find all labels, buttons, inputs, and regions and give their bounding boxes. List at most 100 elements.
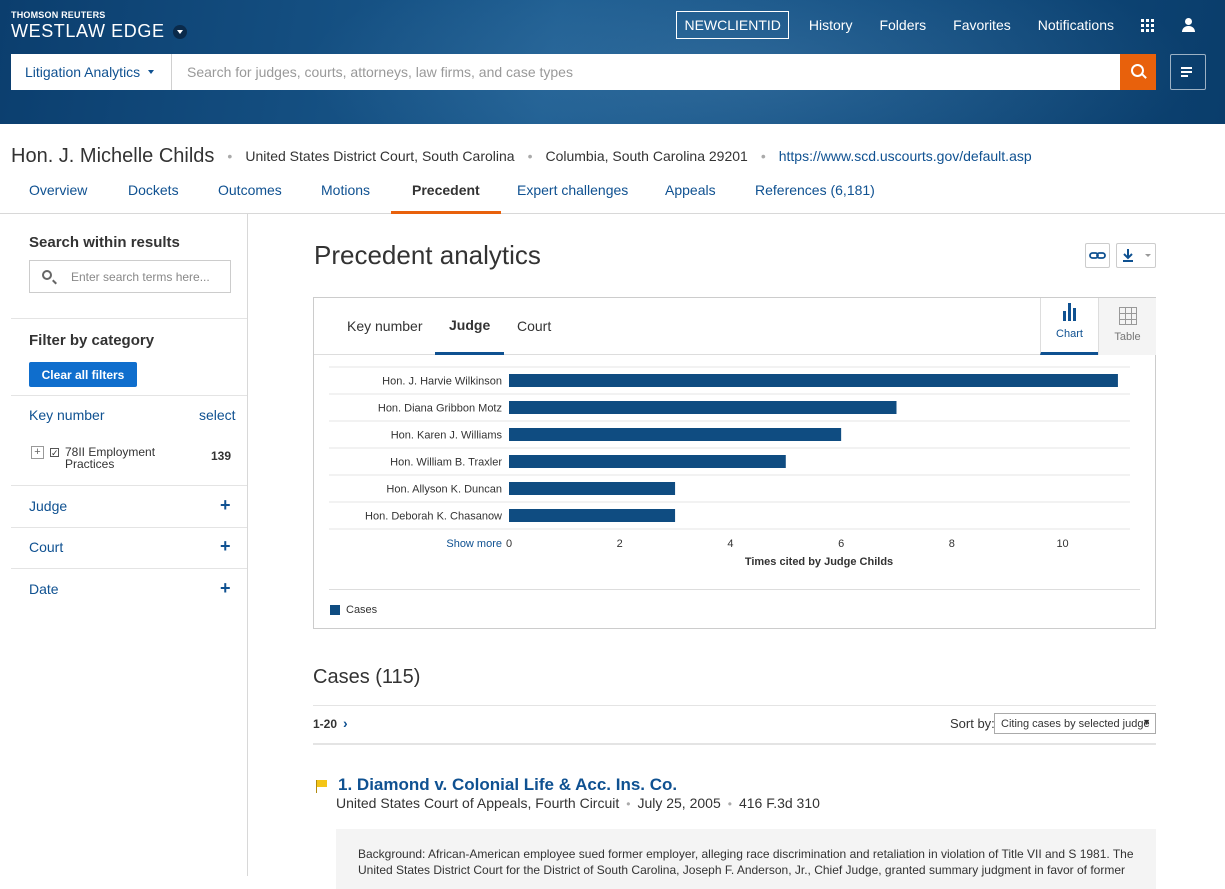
case-court: United States Court of Appeals, Fourth C… <box>336 795 620 811</box>
clear-all-filters-button[interactable]: Clear all filters <box>29 362 137 387</box>
x-tick-label: 6 <box>838 538 844 550</box>
bar-label: Hon. William B. Traxler <box>390 457 502 469</box>
case-title-link[interactable]: Diamond v. Colonial Life & Acc. Ins. Co. <box>356 775 678 794</box>
case-title[interactable]: 1. Diamond v. Colonial Life & Acc. Ins. … <box>338 775 677 795</box>
tab-motions[interactable]: Motions <box>321 182 371 198</box>
precedent-chart-card: Key number Judge Court Chart Table Hon. … <box>313 297 1156 629</box>
expand-icon[interactable]: + <box>31 446 44 459</box>
search-within-title: Search within results <box>29 234 180 251</box>
tab-dockets[interactable]: Dockets <box>128 182 179 198</box>
tab-precedent[interactable]: Precedent <box>391 173 501 214</box>
chart-view-toggle[interactable]: Chart <box>1040 298 1098 355</box>
table-view-toggle[interactable]: Table <box>1098 298 1156 355</box>
nav-folders[interactable]: Folders <box>879 17 927 33</box>
brand-company: THOMSON REUTERS <box>11 10 106 20</box>
table-grid-icon <box>1118 307 1137 325</box>
bar <box>509 428 842 441</box>
page-range: 1-20 <box>313 717 338 731</box>
page-title: Precedent analytics <box>314 240 541 270</box>
chart-view-label: Chart <box>1056 328 1083 340</box>
research-history-icon[interactable] <box>1170 54 1206 90</box>
x-tick-label: 2 <box>617 538 623 550</box>
flag-icon[interactable] <box>316 780 328 793</box>
legend-swatch <box>330 605 340 615</box>
tab-outcomes[interactable]: Outcomes <box>218 182 282 198</box>
next-page-chevron-icon[interactable]: › <box>343 715 348 731</box>
court-website-link[interactable]: https://www.scd.uscourts.gov/default.asp <box>778 148 1032 164</box>
x-tick-label: 4 <box>727 538 733 550</box>
filter-title: Filter by category <box>29 332 155 349</box>
nav-favorites[interactable]: Favorites <box>953 17 1011 33</box>
expand-date-plus-icon[interactable]: + <box>220 578 231 598</box>
tab-expert-challenges[interactable]: Expert challenges <box>517 182 629 198</box>
brand-dropdown-icon[interactable] <box>172 24 187 39</box>
divider <box>11 485 247 486</box>
separator-dot: • <box>760 148 766 164</box>
search-icon[interactable] <box>1120 54 1156 90</box>
filter-sidebar: Search within results Enter search terms… <box>0 214 248 876</box>
separator-dot: • <box>626 797 631 811</box>
case-citation: 416 F.3d 310 <box>738 795 820 811</box>
brand-logo[interactable]: THOMSON REUTERS WESTLAW EDGE <box>11 10 187 42</box>
nav-notifications[interactable]: Notifications <box>1037 17 1114 33</box>
tab-overview[interactable]: Overview <box>29 182 88 198</box>
filter-date[interactable]: Date <box>29 581 59 597</box>
search-input[interactable]: Search for judges, courts, attorneys, la… <box>172 54 1120 90</box>
table-view-label: Table <box>1114 331 1141 343</box>
filter-key-number[interactable]: Key number <box>29 407 105 423</box>
link-icon[interactable] <box>1085 243 1110 268</box>
cases-heading: Cases (115) <box>313 666 421 688</box>
chart-legend: Cases <box>330 604 377 616</box>
separator-dot: • <box>227 148 233 164</box>
key-number-filter-item: + ✓ 78II Employment Practices 139 <box>31 445 241 475</box>
search-icon <box>42 270 52 280</box>
judge-info: Hon. J. Michelle Childs • United States … <box>11 143 1032 169</box>
tab-appeals[interactable]: Appeals <box>665 182 716 198</box>
search-bar: Litigation Analytics Search for judges, … <box>11 54 1156 90</box>
bar-chart-icon <box>1063 303 1076 321</box>
chart-tab-key-number[interactable]: Key number <box>347 318 423 334</box>
brand-product: WESTLAW EDGE <box>11 21 187 42</box>
key-number-checkbox[interactable]: ✓ <box>50 448 59 458</box>
key-number-label: 78II Employment Practices <box>65 445 156 471</box>
search-scope-label: Litigation Analytics <box>25 64 141 80</box>
judge-tabs: Overview Dockets Outcomes Motions Preced… <box>0 173 1225 214</box>
apps-grid-icon[interactable] <box>1141 18 1154 32</box>
chart-tab-judge[interactable]: Judge <box>435 298 505 355</box>
download-icon[interactable] <box>1116 243 1156 268</box>
search-within-input[interactable]: Enter search terms here... <box>29 260 231 293</box>
judge-location: Columbia, South Carolina 29201 <box>545 148 748 164</box>
search-within-placeholder: Enter search terms here... <box>71 269 210 284</box>
chart-tab-court[interactable]: Court <box>517 318 552 334</box>
bar <box>509 455 786 468</box>
expand-court-plus-icon[interactable]: + <box>220 536 231 556</box>
x-axis-label: Times cited by Judge Childs <box>745 556 893 568</box>
filter-court[interactable]: Court <box>29 539 64 555</box>
bar-label: Hon. Diana Gribbon Motz <box>378 403 502 415</box>
bar-label: Hon. Deborah K. Chasanow <box>365 511 502 523</box>
client-id-button[interactable]: NEWCLIENTID <box>676 11 789 39</box>
legend-divider <box>329 589 1140 590</box>
key-number-select-link[interactable]: select <box>199 407 236 423</box>
chevron-down-icon <box>148 70 155 74</box>
sort-select[interactable]: Citing cases by selected judge <box>994 713 1156 734</box>
expand-judge-plus-icon[interactable]: + <box>220 495 231 515</box>
x-tick-label: 10 <box>1056 538 1068 550</box>
user-profile-icon[interactable] <box>1181 17 1197 33</box>
separator-dot: • <box>527 148 533 164</box>
bar-label: Hon. Allyson K. Duncan <box>386 484 502 496</box>
search-scope-dropdown[interactable]: Litigation Analytics <box>11 54 172 90</box>
filter-judge[interactable]: Judge <box>29 498 68 514</box>
case-snippet: Background: African-American employee su… <box>336 829 1156 889</box>
app-header: THOMSON REUTERS WESTLAW EDGE NEWCLIENTID… <box>0 0 1225 124</box>
tab-references[interactable]: References (6,181) <box>755 182 875 198</box>
divider <box>11 318 247 319</box>
nav-history[interactable]: History <box>808 17 853 33</box>
brand-product-name: WESTLAW EDGE <box>11 21 165 41</box>
judge-court: United States District Court, South Caro… <box>245 148 515 164</box>
separator-dot: • <box>727 797 732 811</box>
x-tick-label: 0 <box>506 538 512 550</box>
show-more-link[interactable]: Show more <box>446 538 502 550</box>
case-number: 1. <box>338 775 353 794</box>
divider <box>11 568 247 569</box>
